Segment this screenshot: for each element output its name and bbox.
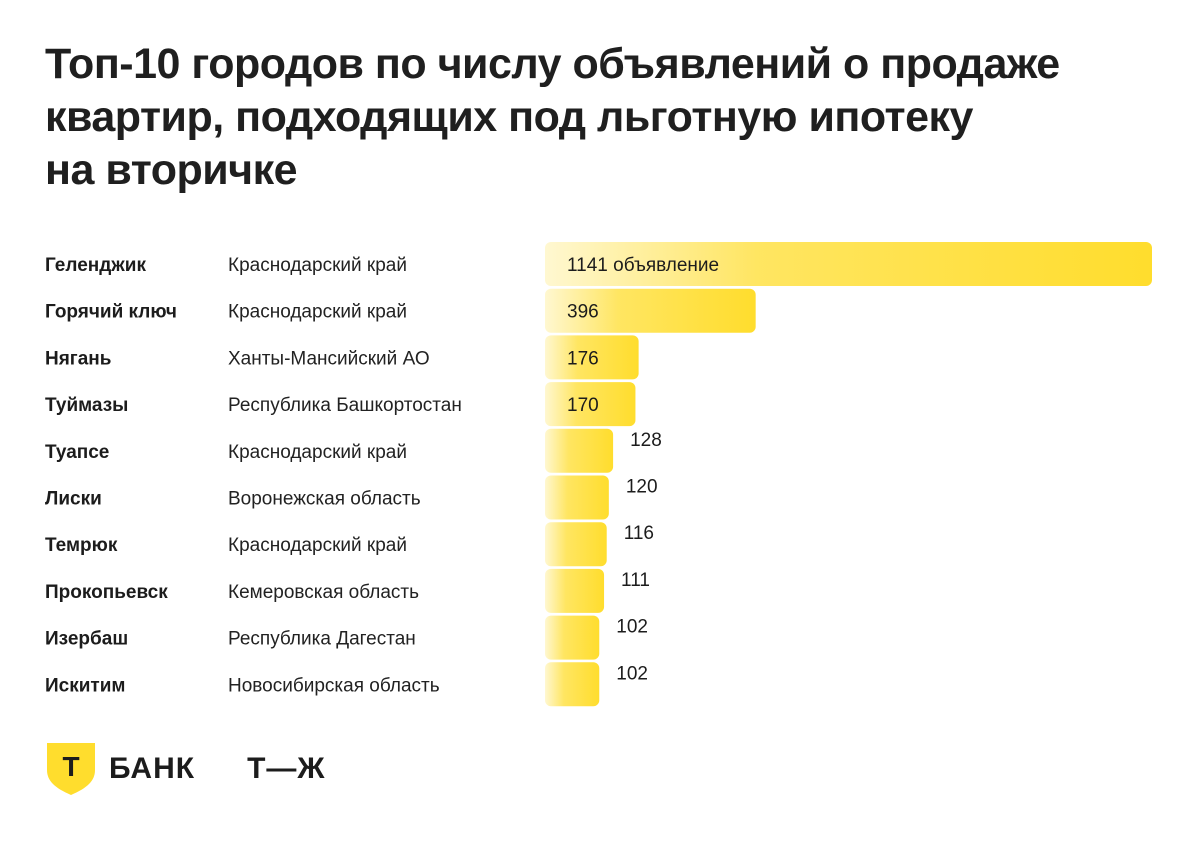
t-bank-logo-letter: Т <box>62 751 79 782</box>
city-label: Искитим <box>45 675 125 696</box>
city-label: Горячий ключ <box>45 302 177 323</box>
city-label: Туапсе <box>45 442 109 463</box>
region-label: Кемеровская область <box>228 582 419 603</box>
value-label: 102 <box>616 617 648 638</box>
journal-logo: Т—Ж <box>247 752 326 785</box>
city-label: Геленджик <box>45 255 146 276</box>
region-label: Краснодарский край <box>228 255 407 276</box>
bar <box>545 522 607 567</box>
t-bank-shield-icon: Т <box>47 743 95 795</box>
city-label: Туймазы <box>45 395 128 416</box>
footer-logos: Т БАНК Т—Ж <box>47 743 326 795</box>
bar <box>545 568 605 613</box>
city-label: Лиски <box>45 489 102 510</box>
bar <box>545 475 609 520</box>
city-label: Нягань <box>45 348 111 369</box>
region-label: Краснодарский край <box>228 442 407 463</box>
value-label: 116 <box>624 523 654 544</box>
bar <box>545 288 756 333</box>
chart-title: Топ-10 городов по числу объявлений о про… <box>45 38 1165 197</box>
bar <box>545 615 600 660</box>
bar <box>545 382 636 427</box>
region-label: Воронежская область <box>228 489 421 510</box>
value-label: 1141 объявление <box>567 255 719 276</box>
value-label: 176 <box>567 348 599 369</box>
region-label: Ханты-Мансийский АО <box>228 348 430 369</box>
value-label: 111 <box>621 570 650 591</box>
city-label: Изербаш <box>45 629 128 650</box>
chart-title-line-3: на вторичке <box>45 146 298 194</box>
bar <box>545 662 600 707</box>
region-label: Новосибирская область <box>228 675 440 696</box>
region-label: Республика Дагестан <box>228 629 416 650</box>
value-label: 396 <box>567 302 599 323</box>
value-label: 170 <box>567 395 599 416</box>
region-label: Краснодарский край <box>228 302 407 323</box>
city-label: Темрюк <box>45 535 118 556</box>
bar <box>545 335 639 380</box>
region-label: Республика Башкортостан <box>228 395 462 416</box>
chart-title-line-1: Топ-10 городов по числу объявлений о про… <box>45 40 1060 88</box>
city-label: Прокопьевск <box>45 582 168 603</box>
bar <box>545 242 1152 286</box>
region-label: Краснодарский край <box>228 535 407 556</box>
bank-name-logo: БАНК <box>109 752 196 785</box>
bar <box>545 428 614 473</box>
value-label: 128 <box>630 430 662 451</box>
value-label: 102 <box>616 663 648 684</box>
value-label: 120 <box>626 477 658 498</box>
chart-title-line-2: квартир, подходящих под льготную ипотеку <box>45 93 973 141</box>
